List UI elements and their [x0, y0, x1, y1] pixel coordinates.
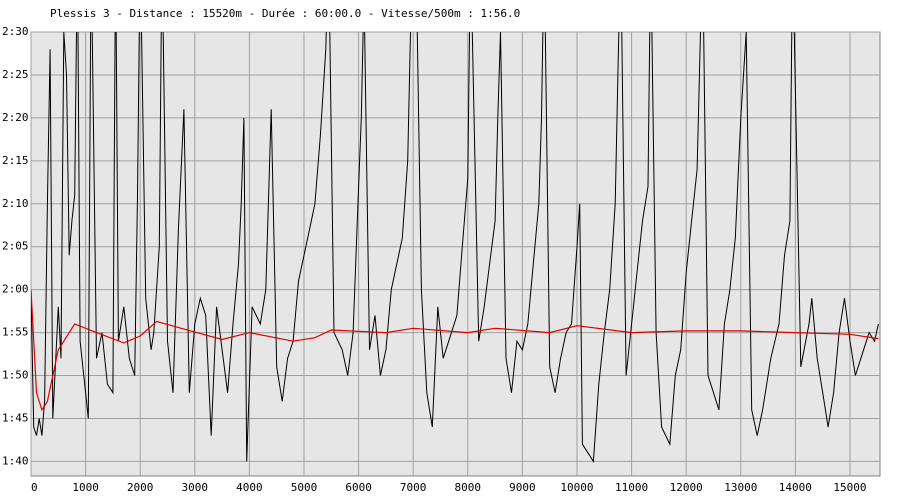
data-line [31, 32, 879, 463]
x-tick-label: 4000 [236, 481, 263, 494]
x-tick-label: 12000 [670, 481, 703, 494]
y-tick-label: 2:05 [2, 240, 29, 253]
y-tick-label: 1:55 [2, 326, 29, 339]
y-tick-label: 2:15 [2, 154, 29, 167]
y-tick-label: 2:30 [2, 25, 29, 38]
x-tick-label: 0 [31, 481, 38, 494]
y-tick-label: 1:50 [2, 369, 29, 382]
x-tick-label: 2000 [127, 481, 154, 494]
x-tick-label: 8000 [455, 481, 482, 494]
data-line [31, 289, 879, 412]
x-tick-label: 15000 [833, 481, 866, 494]
x-tick-label: 14000 [779, 481, 812, 494]
x-tick-label: 1000 [72, 481, 99, 494]
y-tick-label: 2:25 [2, 68, 29, 81]
y-tick-label: 2:00 [2, 283, 29, 296]
x-tick-label: 13000 [724, 481, 757, 494]
x-tick-label: 9000 [509, 481, 536, 494]
y-tick-label: 2:20 [2, 111, 29, 124]
y-tick-label: 1:45 [2, 411, 29, 424]
chart-title: Plessis 3 - Distance : 15520m - Durée : … [50, 7, 520, 20]
x-tick-label: 3000 [182, 481, 209, 494]
y-tick-label: 2:10 [2, 197, 29, 210]
x-tick-label: 7000 [400, 481, 427, 494]
x-tick-label: 10000 [560, 481, 593, 494]
x-tick-label: 6000 [345, 481, 372, 494]
x-tick-label: 5000 [291, 481, 318, 494]
plot-lines [31, 32, 879, 463]
x-tick-label: 11000 [615, 481, 648, 494]
y-tick-label: 1:40 [2, 454, 29, 467]
plot-background [30, 31, 881, 477]
